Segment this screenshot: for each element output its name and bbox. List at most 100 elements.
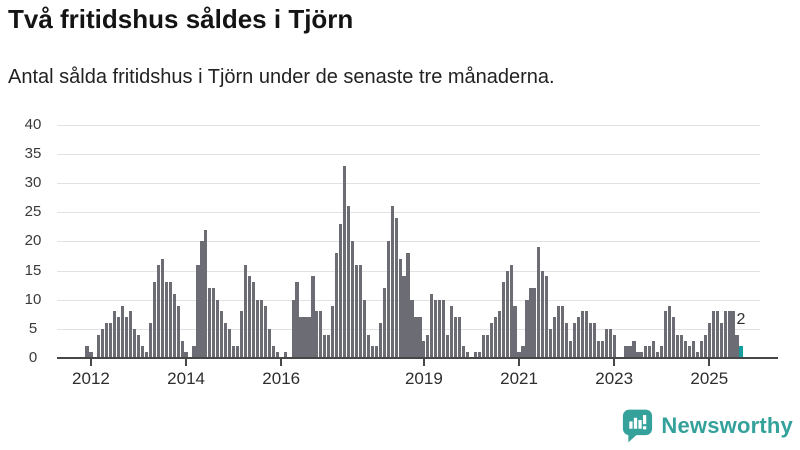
bar — [350, 241, 355, 358]
bar — [263, 305, 267, 358]
bar — [243, 264, 248, 358]
bar — [386, 241, 390, 358]
bar — [679, 334, 684, 358]
bar — [212, 288, 216, 358]
bar — [473, 352, 478, 358]
bar — [636, 352, 640, 358]
bar — [283, 352, 287, 358]
bar — [232, 346, 236, 358]
bar — [715, 311, 719, 358]
bar — [331, 305, 335, 358]
bar — [545, 276, 549, 358]
bar — [247, 276, 252, 358]
bar — [354, 264, 359, 358]
bar — [699, 340, 703, 358]
x-axis-tick — [613, 359, 616, 366]
gridline — [57, 154, 760, 156]
bar — [525, 299, 529, 358]
bar — [592, 323, 596, 358]
x-axis-tick-label: 2012 — [72, 369, 110, 388]
x-axis-tick-label: 2016 — [262, 369, 301, 388]
bar — [719, 323, 723, 358]
bar — [612, 334, 616, 358]
bar — [454, 317, 458, 358]
bar — [576, 317, 581, 358]
bar — [311, 276, 315, 358]
bar — [410, 299, 414, 358]
gridline — [57, 212, 760, 214]
x-axis-tick — [708, 359, 711, 366]
bar — [446, 334, 450, 358]
bar — [549, 328, 553, 358]
bar — [683, 340, 688, 358]
bar — [132, 328, 137, 358]
bar — [168, 282, 172, 358]
bar — [652, 340, 656, 358]
bar — [505, 270, 509, 358]
bar — [374, 346, 378, 358]
bar — [481, 334, 485, 358]
x-axis-tick — [280, 359, 283, 366]
y-axis-tick-label: 15 — [24, 261, 42, 279]
bar — [136, 334, 141, 358]
bar — [533, 288, 537, 358]
bar — [196, 264, 200, 358]
bar — [461, 346, 466, 358]
bar — [121, 305, 125, 358]
bar — [465, 352, 470, 358]
bar — [216, 299, 220, 358]
bar — [541, 270, 545, 358]
bar — [85, 346, 89, 358]
bar — [660, 346, 664, 358]
newsworthy-logo[interactable]: Newsworthy — [622, 408, 793, 444]
bar — [113, 311, 117, 358]
bar — [239, 311, 244, 358]
chart-subtitle: Antal sålda fritidshus i Tjörn under de … — [8, 66, 555, 88]
bar — [426, 334, 430, 358]
bar — [160, 258, 164, 358]
bar — [307, 317, 311, 358]
newsworthy-bar-chart-icon — [623, 409, 653, 443]
x-axis-tick-label: 2023 — [595, 369, 634, 388]
bar — [414, 317, 418, 358]
x-axis-tick-label: 2014 — [167, 369, 205, 388]
bar — [327, 334, 331, 358]
bar — [144, 352, 149, 358]
bar — [489, 323, 493, 358]
bar — [450, 305, 454, 358]
bar — [128, 311, 133, 358]
bar — [323, 334, 327, 358]
bar — [97, 334, 101, 358]
bar — [628, 346, 632, 358]
gridline — [57, 241, 760, 243]
bar — [204, 229, 208, 358]
bar — [656, 352, 660, 358]
bar — [438, 299, 442, 358]
bar — [251, 282, 256, 358]
bar — [366, 334, 370, 358]
bar — [557, 305, 561, 358]
bar — [687, 346, 692, 358]
bar — [584, 311, 588, 358]
bar — [180, 340, 184, 358]
bar — [343, 165, 347, 358]
bar — [442, 299, 446, 358]
newsworthy-logo-text: Newsworthy — [661, 413, 793, 438]
bar — [664, 311, 668, 358]
bar — [624, 346, 628, 358]
x-axis-tick — [89, 359, 92, 366]
bar — [477, 352, 481, 358]
y-axis-tick-label: 25 — [24, 203, 42, 221]
bar — [362, 299, 367, 358]
bar — [295, 282, 299, 358]
bar — [568, 340, 573, 358]
y-axis-tick-label: 5 — [28, 319, 38, 337]
bar — [727, 311, 731, 358]
bar — [267, 328, 271, 358]
gridline — [57, 124, 760, 126]
bar — [608, 328, 612, 358]
bar — [648, 346, 652, 358]
bar — [735, 334, 739, 358]
bar — [220, 311, 224, 358]
bar — [378, 323, 382, 358]
